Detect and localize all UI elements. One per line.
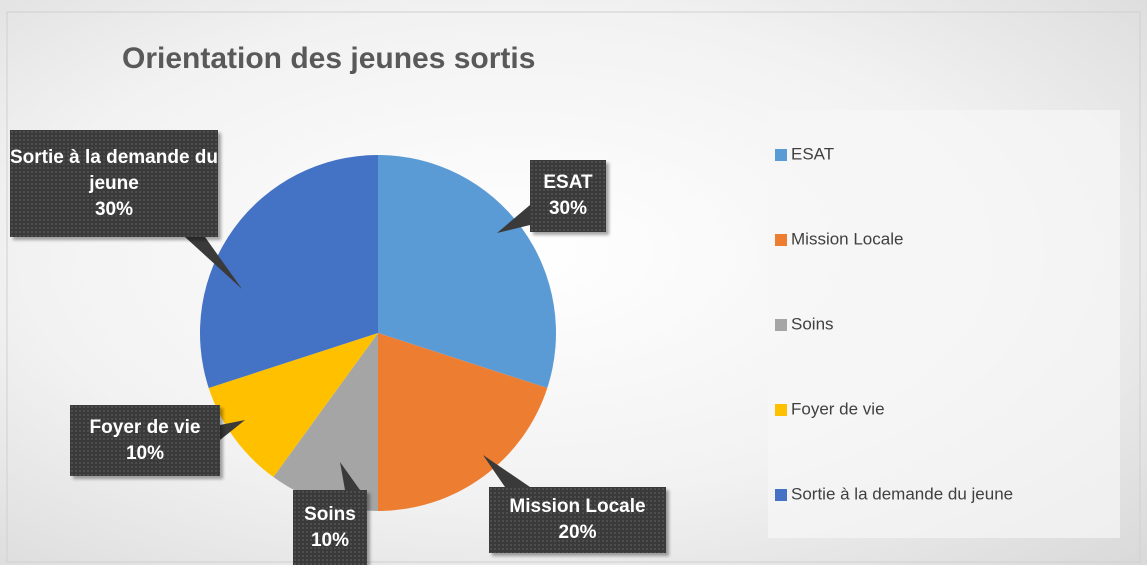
data-label: Foyer de vie 10%: [70, 405, 220, 476]
callout-pointer: [220, 420, 245, 440]
callout-pointer: [185, 237, 242, 289]
data-label-value: 30%: [548, 198, 588, 219]
legend-swatch: [775, 489, 787, 501]
pie-slice: [200, 155, 378, 389]
legend-label: Mission Locale: [791, 229, 903, 248]
legend-label: Sortie à la demande du jeune: [791, 484, 1013, 503]
legend-label: Foyer de vie: [791, 399, 885, 418]
data-label: Mission Locale 20%: [489, 487, 666, 553]
pie-slice: [273, 333, 378, 511]
legend-swatch: [775, 149, 787, 161]
callout-pointer: [340, 462, 360, 490]
data-label-category: Soins: [304, 503, 356, 525]
callout-pointer: [497, 205, 530, 233]
legend-box: [768, 110, 1120, 538]
legend-label: ESAT: [791, 144, 834, 163]
data-label-value: 10%: [125, 442, 165, 464]
pie-slice: [208, 333, 378, 478]
chart-title: Orientation des jeunes sortis: [122, 42, 535, 75]
callout-pointer: [483, 455, 530, 487]
data-label-value: 10%: [310, 529, 350, 551]
data-label-category: ESAT: [543, 172, 593, 193]
data-label-value: 30%: [94, 198, 134, 220]
data-label-category: Mission Locale: [509, 496, 646, 517]
pie-slice: [378, 333, 548, 511]
legend-swatch: [775, 319, 787, 331]
chart-border: [6, 11, 1141, 563]
pie-slice: [378, 155, 557, 389]
data-label-category: Foyer de vie: [89, 416, 201, 438]
data-label: ESAT 30%: [530, 160, 606, 232]
legend-label: Soins: [791, 314, 834, 333]
legend-swatch: [775, 234, 787, 246]
data-label-category: Sortie à la demande du jeune: [10, 146, 218, 194]
data-label-value: 20%: [558, 522, 597, 543]
data-label: Sortie à la demande du jeune 30%: [10, 130, 218, 237]
data-label: Soins 10%: [293, 490, 367, 565]
legend-swatch: [775, 404, 787, 416]
